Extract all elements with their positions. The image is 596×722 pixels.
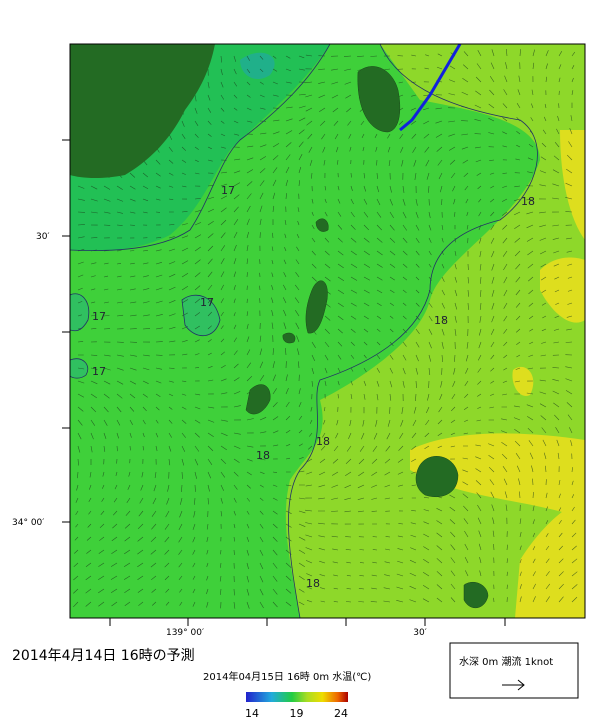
colorbar-tick-label: 19 bbox=[290, 707, 304, 720]
title: 2014年4月14日 16時の予測 bbox=[12, 648, 195, 664]
lat-label: 30′ bbox=[36, 232, 50, 242]
warm-patch bbox=[560, 130, 585, 240]
cool-patch bbox=[182, 295, 220, 336]
contour-label: 17 bbox=[200, 296, 214, 309]
warm-patch bbox=[410, 433, 585, 520]
colorbar-tick-label: 14 bbox=[245, 707, 259, 720]
colorbar bbox=[246, 692, 348, 702]
legend-box bbox=[449, 642, 579, 699]
contour-label: 18 bbox=[521, 195, 535, 208]
lat-label: 34° 00′ bbox=[12, 518, 44, 528]
contour-label: 17 bbox=[92, 310, 106, 323]
legend-arrow bbox=[502, 679, 525, 691]
colorbar-ticks: 14 19 24 bbox=[245, 707, 348, 720]
colorbar-tick-label: 24 bbox=[334, 707, 348, 720]
subtitle: 2014年04月15日 16時 0m 水温(℃) bbox=[203, 670, 371, 683]
contour-label: 18 bbox=[256, 449, 270, 462]
legend-text: 水深 0m 潮流 1knot bbox=[459, 655, 553, 668]
cool-patch bbox=[70, 293, 89, 331]
track bbox=[399, 44, 462, 132]
contour-label: 18 bbox=[316, 435, 330, 448]
warm-patch bbox=[512, 366, 534, 396]
contours bbox=[70, 44, 538, 618]
contour-label: 17 bbox=[221, 184, 235, 197]
contour-labels: 17 17 17 17 18 18 18 18 18 bbox=[92, 184, 535, 590]
lon-label: 139° 00′ bbox=[166, 628, 204, 638]
axis-ticks bbox=[62, 139, 506, 626]
map-frame bbox=[69, 43, 586, 619]
contour-label: 18 bbox=[434, 314, 448, 327]
contour-label: 18 bbox=[306, 577, 320, 590]
contour-label: 17 bbox=[92, 365, 106, 378]
warm-patch bbox=[515, 500, 585, 618]
lon-label: 30′ bbox=[413, 628, 427, 638]
land bbox=[70, 44, 215, 179]
map-area bbox=[70, 44, 585, 618]
warm-patch bbox=[540, 257, 585, 323]
islands bbox=[245, 66, 489, 608]
